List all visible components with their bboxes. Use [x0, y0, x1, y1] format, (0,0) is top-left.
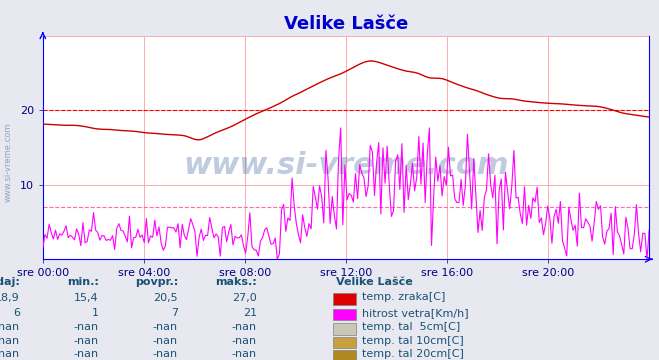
Text: 27,0: 27,0: [232, 292, 257, 302]
Text: temp. tal 20cm[C]: temp. tal 20cm[C]: [362, 349, 465, 359]
Text: www.si-vreme.com: www.si-vreme.com: [183, 151, 509, 180]
FancyBboxPatch shape: [333, 293, 356, 305]
Text: -nan: -nan: [153, 349, 178, 359]
Text: maks.:: maks.:: [215, 277, 257, 287]
Text: -nan: -nan: [232, 336, 257, 346]
Text: 15,4: 15,4: [74, 292, 99, 302]
Text: povpr.:: povpr.:: [134, 277, 178, 287]
Text: temp. tal 10cm[C]: temp. tal 10cm[C]: [362, 336, 464, 346]
FancyBboxPatch shape: [333, 350, 356, 360]
Text: -nan: -nan: [232, 322, 257, 332]
Text: -nan: -nan: [232, 349, 257, 359]
Text: min.:: min.:: [67, 277, 99, 287]
Text: -nan: -nan: [153, 322, 178, 332]
Text: -nan: -nan: [0, 336, 20, 346]
Text: -nan: -nan: [74, 336, 99, 346]
Text: hitrost vetra[Km/h]: hitrost vetra[Km/h]: [362, 308, 469, 318]
FancyBboxPatch shape: [333, 309, 356, 320]
FancyBboxPatch shape: [333, 323, 356, 335]
Text: temp. tal  5cm[C]: temp. tal 5cm[C]: [362, 322, 461, 332]
Text: -nan: -nan: [0, 349, 20, 359]
Text: -nan: -nan: [74, 322, 99, 332]
Text: www.si-vreme.com: www.si-vreme.com: [3, 122, 13, 202]
Text: sedaj:: sedaj:: [0, 277, 20, 287]
Text: 1: 1: [92, 308, 99, 318]
Text: 7: 7: [171, 308, 178, 318]
Text: -nan: -nan: [0, 322, 20, 332]
Text: temp. zraka[C]: temp. zraka[C]: [362, 292, 446, 302]
FancyBboxPatch shape: [333, 337, 356, 348]
Text: -nan: -nan: [74, 349, 99, 359]
Text: Velike Lašče: Velike Lašče: [336, 277, 413, 287]
Text: 18,9: 18,9: [0, 292, 20, 302]
Text: -nan: -nan: [153, 336, 178, 346]
Title: Velike Lašče: Velike Lašče: [284, 15, 408, 33]
Text: 6: 6: [13, 308, 20, 318]
Text: 20,5: 20,5: [154, 292, 178, 302]
Text: 21: 21: [243, 308, 257, 318]
